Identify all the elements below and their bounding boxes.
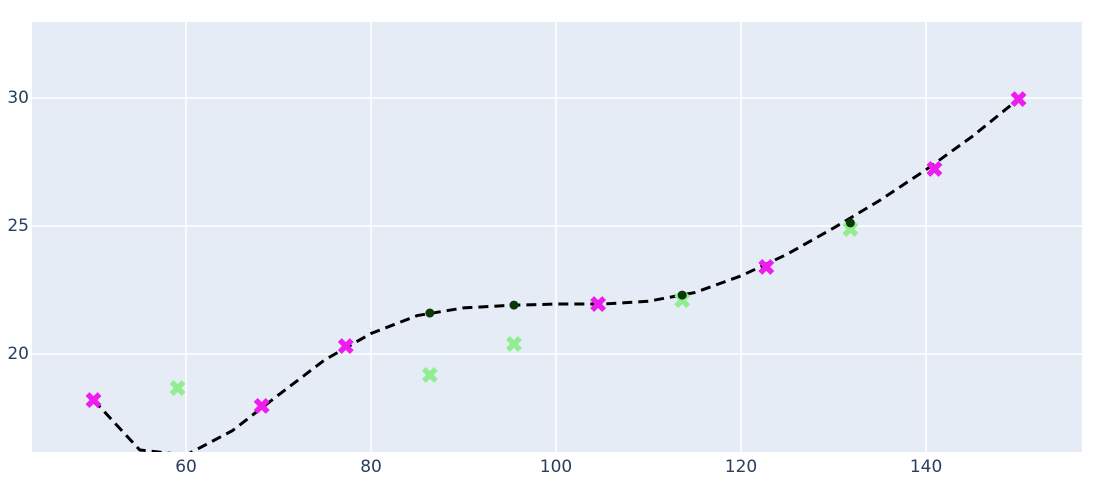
x-marker: [169, 380, 186, 396]
x-tick-label: 100: [540, 457, 572, 477]
x-marker: [253, 397, 270, 414]
marks: [85, 91, 1027, 452]
point-marker: [677, 290, 687, 300]
labels: 60 80 100 120 140 20 25 30: [7, 88, 942, 477]
y-tick-label: 20: [7, 344, 29, 364]
x-marker: [926, 160, 943, 177]
x-marker: [758, 259, 775, 275]
grid: [32, 22, 1082, 452]
x-tick-label: 120: [725, 457, 757, 477]
x-marker: [590, 296, 607, 313]
fit-line: [92, 97, 1020, 452]
x-marker: [421, 367, 438, 383]
y-tick-label: 25: [7, 216, 29, 236]
plot-area: [32, 22, 1082, 452]
point-marker: [425, 308, 435, 318]
x-tick-label: 60: [175, 457, 197, 477]
y-tick-label: 30: [7, 88, 29, 108]
x-marker: [337, 338, 354, 354]
x-marker: [1010, 91, 1027, 107]
point-marker: [509, 300, 519, 310]
x-tick-label: 140: [910, 457, 942, 477]
x-tick-label: 80: [360, 457, 382, 477]
x-marker: [505, 336, 522, 352]
x-marker: [85, 392, 102, 408]
point-marker: [845, 218, 855, 228]
x-marker: [842, 221, 859, 238]
